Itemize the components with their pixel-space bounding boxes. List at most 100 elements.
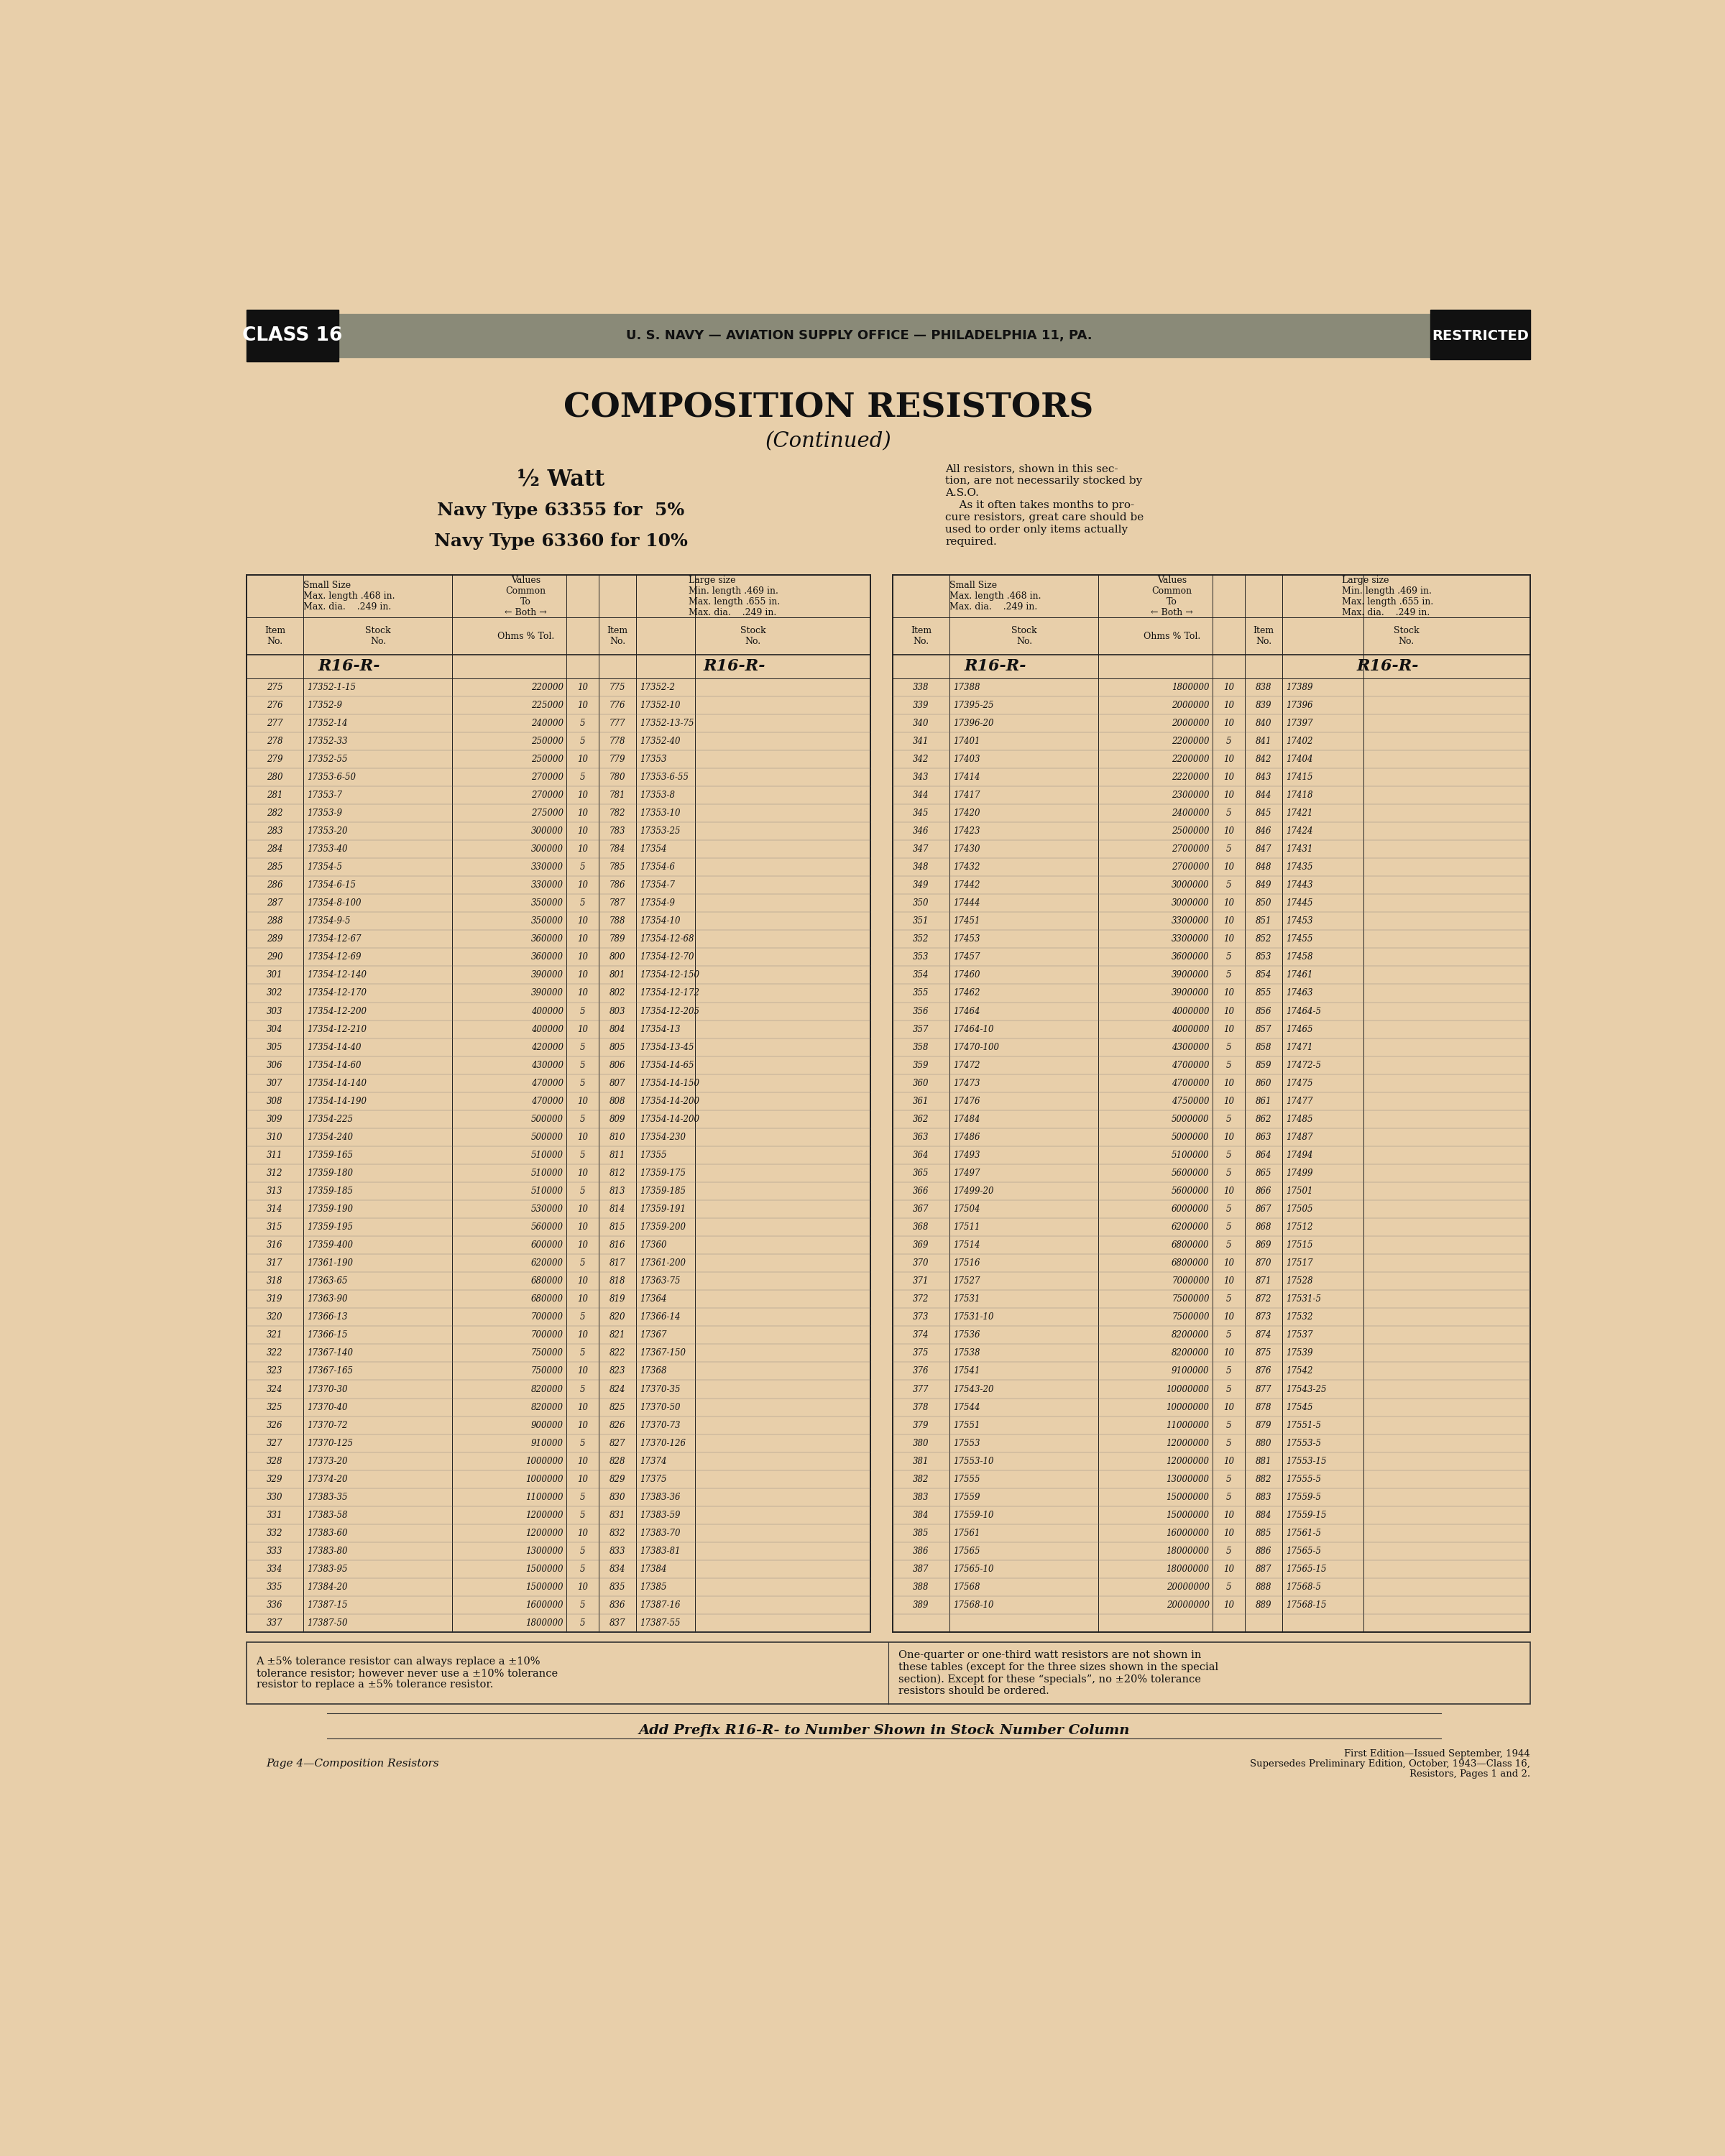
Text: 17531: 17531 — [954, 1294, 980, 1304]
Text: 17352-13-75: 17352-13-75 — [640, 718, 693, 729]
Text: 10: 10 — [578, 970, 588, 979]
Text: 4000000: 4000000 — [1171, 1024, 1209, 1035]
Text: 354: 354 — [913, 970, 930, 979]
Text: 5: 5 — [580, 862, 585, 871]
Text: 20000000: 20000000 — [1166, 1583, 1209, 1591]
Text: 856: 856 — [1256, 1007, 1271, 1015]
Text: 841: 841 — [1256, 737, 1271, 746]
Text: 17354-10: 17354-10 — [640, 916, 680, 925]
Text: 776: 776 — [609, 701, 626, 709]
Text: 17359-180: 17359-180 — [307, 1169, 354, 1177]
Text: 2500000: 2500000 — [1171, 826, 1209, 837]
Text: 17568: 17568 — [954, 1583, 980, 1591]
Text: 17354-14-60: 17354-14-60 — [307, 1061, 361, 1069]
Text: 852: 852 — [1256, 934, 1271, 944]
Text: 17384-20: 17384-20 — [307, 1583, 348, 1591]
Text: 5: 5 — [580, 1007, 585, 1015]
Text: A ±5% tolerance resistor can always replace a ±10%
tolerance resistor; however n: A ±5% tolerance resistor can always repl… — [257, 1656, 557, 1690]
Text: 17354-14-150: 17354-14-150 — [640, 1078, 699, 1089]
Text: 400000: 400000 — [531, 1024, 562, 1035]
Text: 830: 830 — [609, 1492, 626, 1503]
Text: 319: 319 — [267, 1294, 283, 1304]
Text: 334: 334 — [267, 1565, 283, 1574]
Text: 17516: 17516 — [954, 1259, 980, 1268]
Text: 5: 5 — [1226, 1240, 1232, 1250]
Text: 10: 10 — [578, 1529, 588, 1537]
Text: 510000: 510000 — [531, 1151, 562, 1160]
Text: 380: 380 — [913, 1438, 930, 1449]
Text: 10: 10 — [578, 1169, 588, 1177]
Text: 6800000: 6800000 — [1171, 1240, 1209, 1250]
Text: 7500000: 7500000 — [1171, 1294, 1209, 1304]
Text: 5: 5 — [1226, 1438, 1232, 1449]
Text: 329: 329 — [267, 1475, 283, 1483]
Text: 17354-225: 17354-225 — [307, 1115, 354, 1123]
Text: 17561: 17561 — [954, 1529, 980, 1537]
Text: 17451: 17451 — [954, 916, 980, 925]
Text: 5: 5 — [580, 1044, 585, 1052]
Text: 808: 808 — [609, 1097, 626, 1106]
Text: 328: 328 — [267, 1457, 283, 1466]
Text: COMPOSITION RESISTORS: COMPOSITION RESISTORS — [564, 392, 1094, 425]
Text: 17515: 17515 — [1285, 1240, 1313, 1250]
Text: 17542: 17542 — [1285, 1367, 1313, 1376]
Text: 17471: 17471 — [1285, 1044, 1313, 1052]
Text: 17354-8-100: 17354-8-100 — [307, 899, 361, 908]
Text: 10: 10 — [578, 1222, 588, 1231]
Text: 5: 5 — [1226, 1546, 1232, 1557]
Text: 15000000: 15000000 — [1166, 1492, 1209, 1503]
Text: 806: 806 — [609, 1061, 626, 1069]
Text: 220000: 220000 — [531, 683, 562, 692]
Text: 3000000: 3000000 — [1171, 899, 1209, 908]
Text: 17353-40: 17353-40 — [307, 845, 348, 854]
Text: 17352-9: 17352-9 — [307, 701, 342, 709]
Text: 310: 310 — [267, 1132, 283, 1143]
Text: 10: 10 — [1223, 1097, 1235, 1106]
Text: 17385: 17385 — [640, 1583, 666, 1591]
Text: 10: 10 — [578, 791, 588, 800]
Text: 331: 331 — [267, 1511, 283, 1520]
Text: 17383-60: 17383-60 — [307, 1529, 348, 1537]
Text: 336: 336 — [267, 1600, 283, 1611]
Text: 10: 10 — [578, 826, 588, 837]
Text: 620000: 620000 — [531, 1259, 562, 1268]
Text: 826: 826 — [609, 1421, 626, 1429]
Text: 778: 778 — [609, 737, 626, 746]
Text: 17352-10: 17352-10 — [640, 701, 680, 709]
Text: 854: 854 — [1256, 970, 1271, 979]
Text: 750000: 750000 — [531, 1367, 562, 1376]
Text: 17367-165: 17367-165 — [307, 1367, 354, 1376]
Text: 12000000: 12000000 — [1166, 1438, 1209, 1449]
Text: 5: 5 — [1226, 737, 1232, 746]
Text: 17551-5: 17551-5 — [1285, 1421, 1321, 1429]
Text: 17354-14-140: 17354-14-140 — [307, 1078, 367, 1089]
Text: 17354-12-68: 17354-12-68 — [640, 934, 693, 944]
Text: 10: 10 — [578, 1367, 588, 1376]
Text: 15000000: 15000000 — [1166, 1511, 1209, 1520]
Text: 17374: 17374 — [640, 1457, 666, 1466]
Text: Add Prefix R16-R- to Number Shown in Stock Number Column: Add Prefix R16-R- to Number Shown in Sto… — [638, 1725, 1130, 1738]
Text: 17359-175: 17359-175 — [640, 1169, 685, 1177]
Text: 1800000: 1800000 — [1171, 683, 1209, 692]
Text: 10: 10 — [1223, 1565, 1235, 1574]
Text: 4000000: 4000000 — [1171, 1007, 1209, 1015]
Text: A.S.O.: A.S.O. — [945, 487, 980, 498]
Text: 5: 5 — [580, 1061, 585, 1069]
Text: 10: 10 — [578, 1276, 588, 1285]
Text: 17360: 17360 — [640, 1240, 666, 1250]
Text: 12000000: 12000000 — [1166, 1457, 1209, 1466]
Text: 17354: 17354 — [640, 845, 666, 854]
Text: 240000: 240000 — [531, 718, 562, 729]
Text: 281: 281 — [267, 791, 283, 800]
Text: 279: 279 — [267, 755, 283, 763]
Text: 807: 807 — [609, 1078, 626, 1089]
Text: 17430: 17430 — [954, 845, 980, 854]
Text: 360: 360 — [913, 1078, 930, 1089]
Text: 17354-9-5: 17354-9-5 — [307, 916, 350, 925]
Text: 300000: 300000 — [531, 826, 562, 837]
Text: 832: 832 — [609, 1529, 626, 1537]
Text: 17359-200: 17359-200 — [640, 1222, 685, 1231]
Text: 17544: 17544 — [954, 1404, 980, 1412]
Text: 5000000: 5000000 — [1171, 1115, 1209, 1123]
Text: 878: 878 — [1256, 1404, 1271, 1412]
